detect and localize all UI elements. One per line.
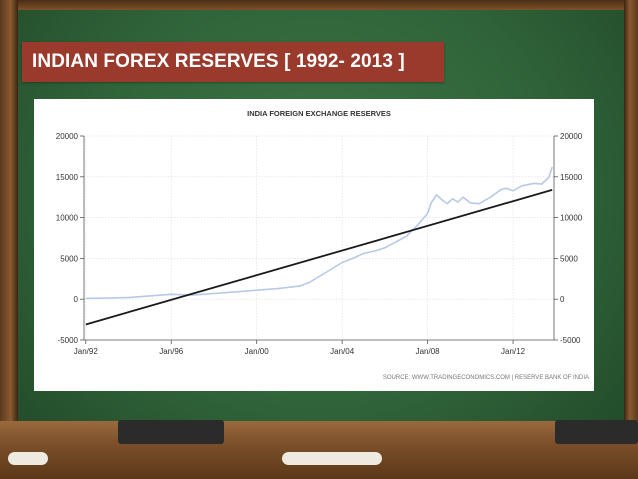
- slide-title: INDIAN FOREX RESERVES [ 1992- 2013 ]: [32, 51, 405, 72]
- y-tick-label-right: 5000: [560, 254, 578, 263]
- board-frame-left: [0, 0, 18, 479]
- y-tick-label-right: -5000: [560, 336, 581, 345]
- y-axis-right-labels: 20000 15000 10000 5000 0 -5000: [560, 132, 583, 345]
- y-tick-label-left: 10000: [56, 214, 79, 223]
- y-tick-label-right: 15000: [560, 173, 583, 182]
- eraser-right: [555, 420, 638, 444]
- chart-source: SOURCE: WWW.TRADINGECONOMICS.COM | RESER…: [383, 375, 589, 381]
- chalk-piece-2: [282, 452, 382, 465]
- y-tick-label-left: 15000: [56, 173, 79, 182]
- forex-chart: INDIA FOREIGN EXCHANGE RESERVES 20000 150…: [56, 109, 589, 381]
- y-tick-label-left: 0: [74, 295, 79, 304]
- chalk-tray: [0, 421, 638, 479]
- chart-axes: [80, 135, 558, 344]
- title-banner: [22, 42, 444, 82]
- trend-line: [85, 189, 553, 326]
- y-tick-label-right: 20000: [560, 132, 583, 141]
- x-tick-label: Jan/00: [245, 347, 270, 356]
- x-axis-labels: Jan/92 Jan/96 Jan/00 Jan/04 Jan/08 Jan/12: [74, 347, 526, 356]
- chart-grid: [84, 135, 554, 341]
- x-tick-label: Jan/96: [159, 347, 184, 356]
- y-tick-label-right: 0: [560, 295, 565, 304]
- eraser-left: [118, 420, 224, 444]
- chart-title: INDIA FOREIGN EXCHANGE RESERVES: [247, 109, 391, 118]
- y-tick-label-left: 20000: [56, 132, 79, 141]
- reserves-line: [85, 166, 553, 300]
- y-tick-label-right: 10000: [560, 214, 583, 223]
- y-axis-left-labels: 20000 15000 10000 5000 0 -5000: [56, 132, 79, 345]
- board-frame-top: [0, 0, 638, 10]
- chalk-piece-1: [8, 452, 48, 465]
- x-tick-label: Jan/08: [416, 347, 441, 356]
- y-tick-label-left: -5000: [58, 336, 79, 345]
- board-frame-right: [624, 0, 638, 479]
- y-tick-label-left: 5000: [60, 254, 78, 263]
- x-tick-label: Jan/04: [330, 347, 355, 356]
- x-tick-label: Jan/92: [74, 347, 99, 356]
- chart-series: [85, 166, 553, 326]
- x-tick-label: Jan/12: [501, 347, 526, 356]
- chart-panel: INDIA FOREIGN EXCHANGE RESERVES 20000 150…: [34, 99, 594, 391]
